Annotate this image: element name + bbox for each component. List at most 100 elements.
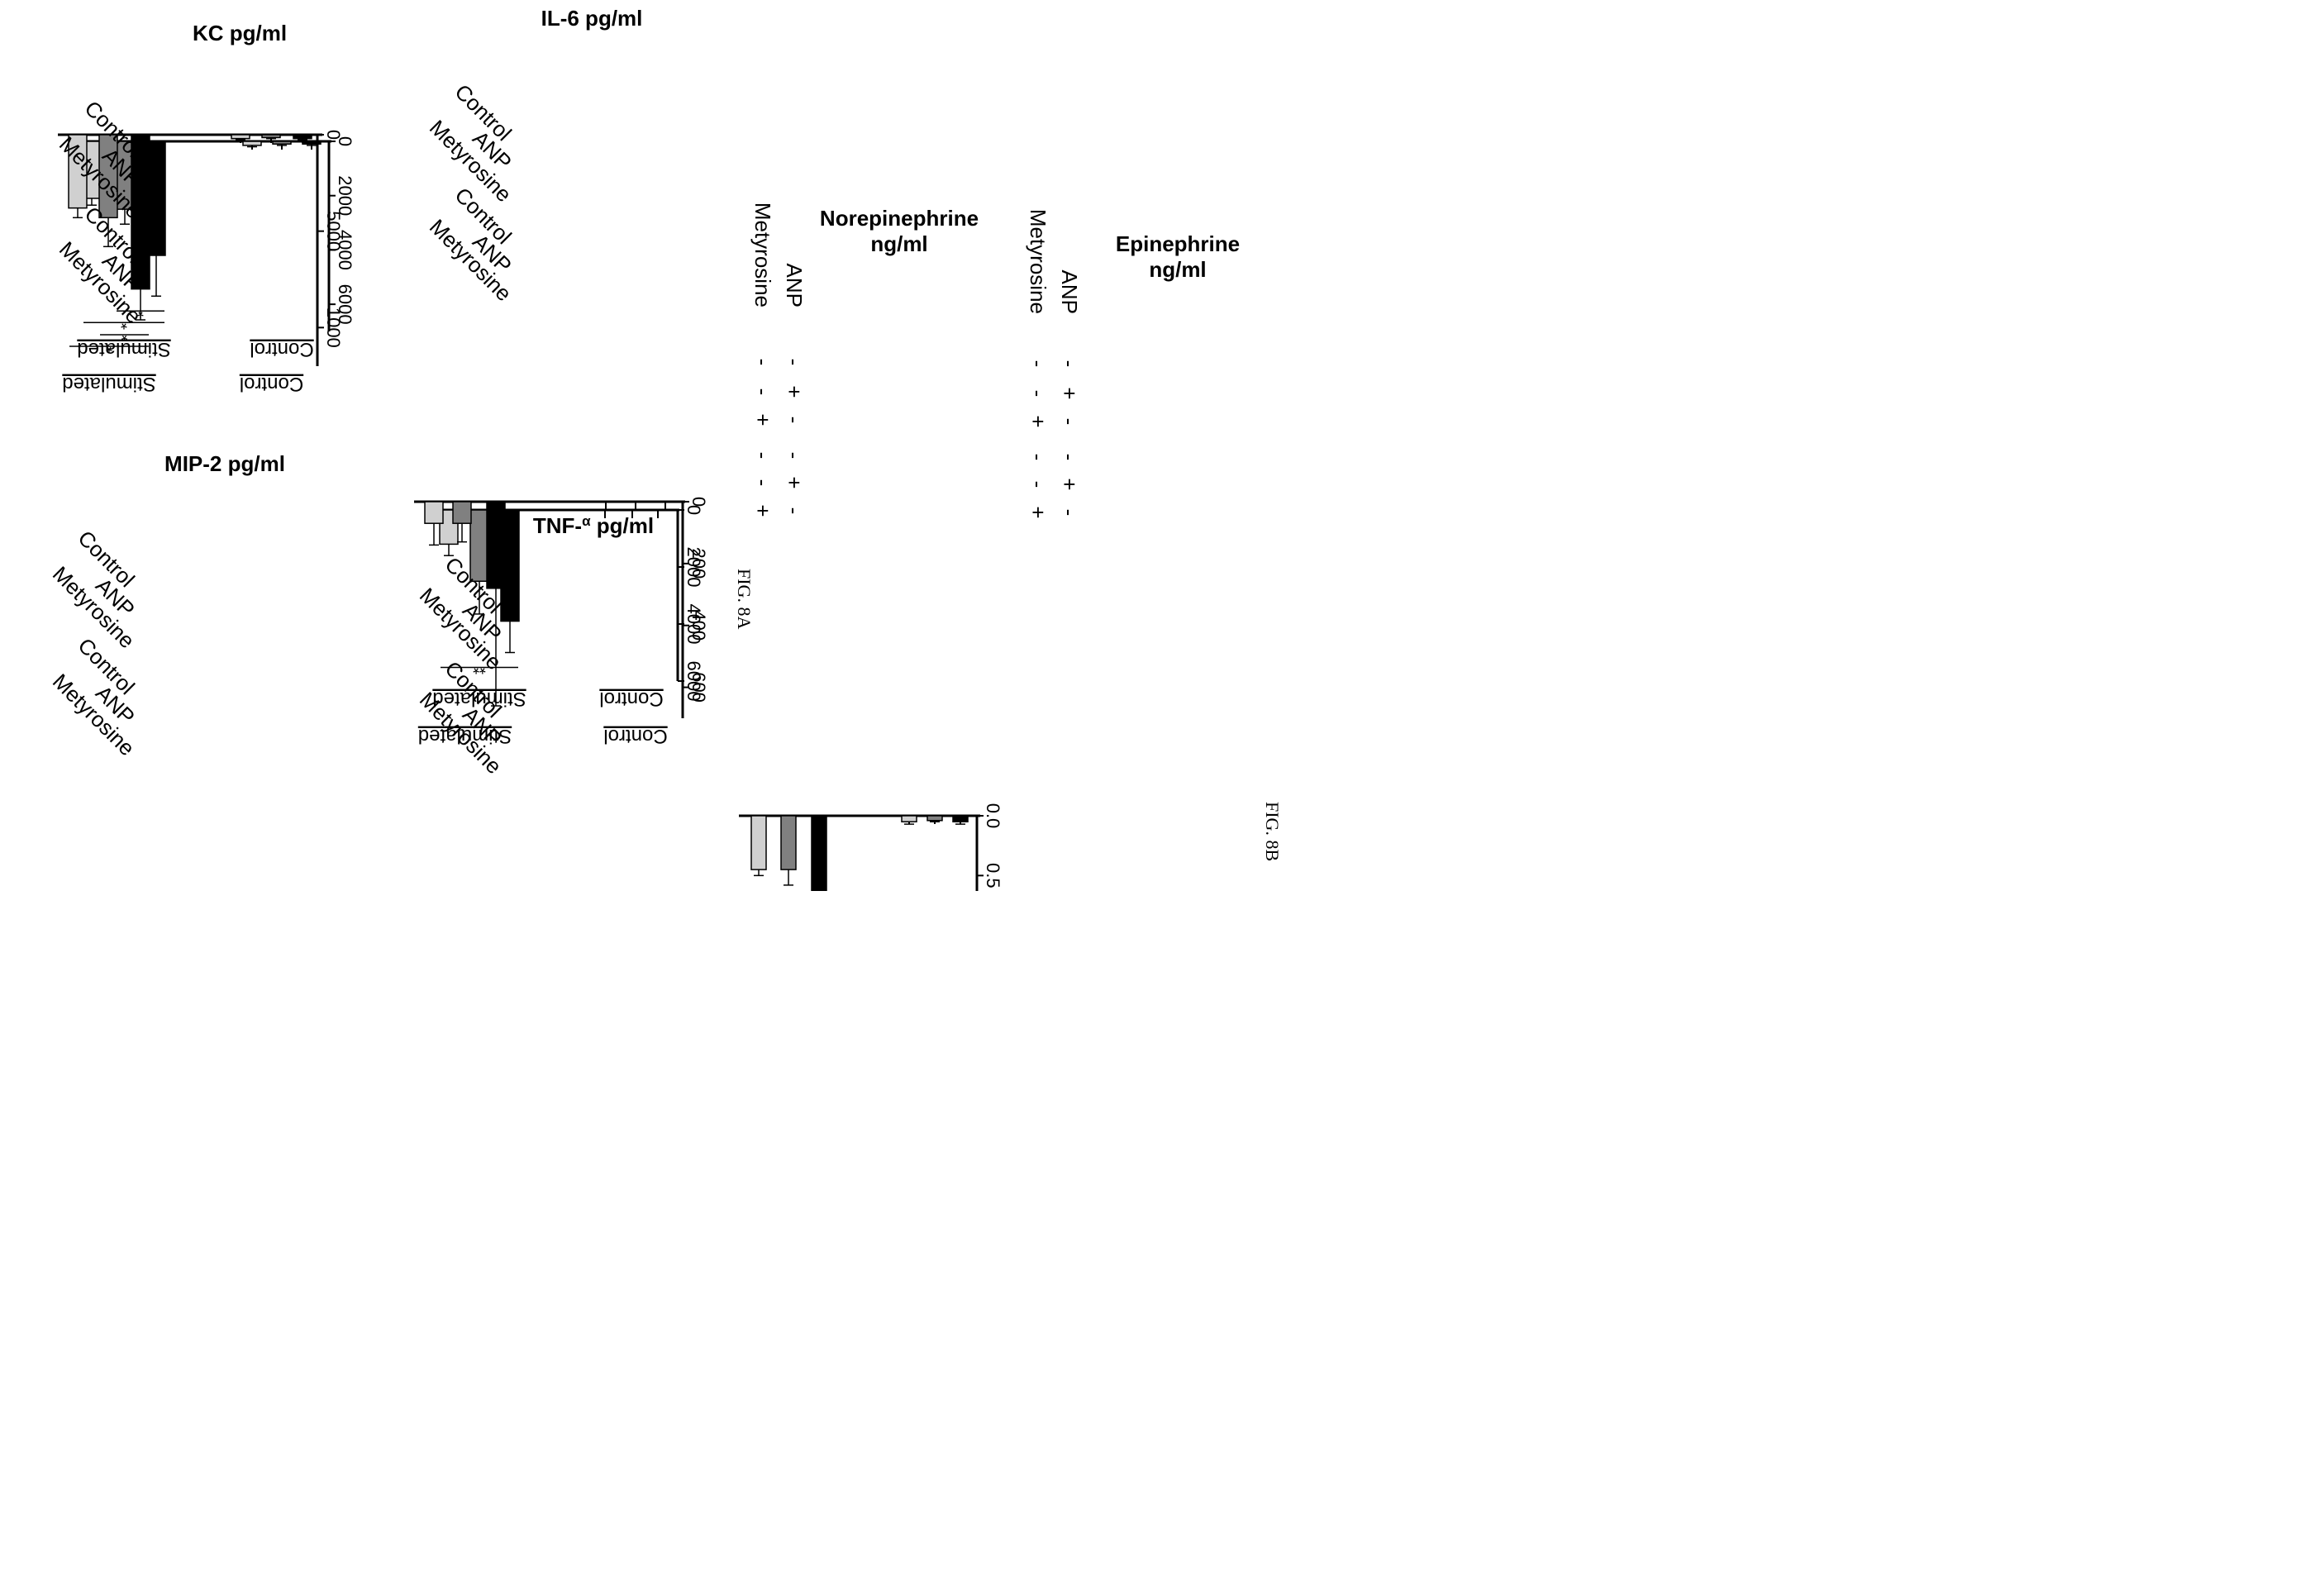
- bar-mip2-5: [68, 134, 88, 209]
- value-tick-label: 600: [688, 672, 709, 703]
- sign-cell: -: [1026, 390, 1050, 398]
- value-tick-label: 0: [688, 497, 709, 507]
- bar-tnf-3: [486, 501, 506, 589]
- sign-cell: -: [1026, 481, 1050, 488]
- chart-norepinephrine: 0.00.51.01.5ControlStimulated**Norepinep…: [739, 206, 1003, 891]
- chart-norepinephrine-frame: 0.00.51.01.5ControlStimulated**: [739, 803, 1003, 891]
- fig-8a-label: FIG. 8A: [734, 569, 755, 629]
- sign-cell: -: [782, 507, 807, 515]
- group-label-stimulated: Stimulated: [77, 338, 170, 360]
- chart-il6-frame: 0 2000 4000 6000 Control Stimulated **: [429, 505, 704, 710]
- significance-mark: *: [106, 337, 112, 355]
- bar-kc-1: [272, 141, 292, 145]
- sign-cell: -: [782, 452, 807, 460]
- value-tick-label: 0: [684, 505, 704, 515]
- sign-cell: +: [750, 504, 775, 517]
- sign-table-epinephrine: ANP-+--+-Metyrosine--+--+: [1026, 209, 1082, 519]
- sign-cell: -: [1057, 360, 1082, 368]
- bar-kc-2: [242, 141, 262, 146]
- sign-row-label: Metyrosine: [750, 202, 775, 307]
- sign-row-label: Metyrosine: [1026, 209, 1050, 314]
- significance-mark: *: [121, 313, 127, 331]
- sign-cell: -: [782, 417, 807, 424]
- group-label-stimulated: Stimulated: [62, 373, 155, 395]
- chart-title-line: IL-6 pg/ml: [541, 6, 643, 31]
- value-tick-label: 5000: [323, 211, 344, 251]
- sign-cell: +: [1057, 478, 1082, 490]
- chart-title-mip2: MIP-2 pg/ml: [164, 451, 285, 476]
- significance-mark: **: [473, 659, 486, 677]
- bar-tnf-5: [424, 501, 444, 524]
- chart-title-il6: IL-6 pg/ml: [541, 6, 643, 31]
- sign-cell: -: [750, 388, 775, 396]
- chart-title-line: MIP-2 pg/ml: [164, 451, 285, 476]
- value-tick-label: 1000: [323, 307, 344, 348]
- sign-cell: -: [750, 452, 775, 460]
- chart-title-line: Norepinephrine: [820, 206, 979, 231]
- significance-mark: *: [121, 326, 127, 344]
- sign-row-label: ANP: [1057, 270, 1082, 314]
- value-tick-label: 4000: [684, 604, 704, 645]
- chart-tnf-frame: 0 200 400 600 Control Stimulated: [414, 497, 709, 747]
- value-tick-label: 0.0: [983, 803, 1003, 829]
- chart-title-line: TNF-α pg/ml: [533, 513, 654, 539]
- group-label-control: Control: [240, 373, 303, 395]
- bar-mip2-1: [261, 134, 281, 139]
- sign-cell: +: [750, 413, 775, 426]
- sign-cell: -: [1057, 418, 1082, 426]
- sign-cell: -: [1057, 454, 1082, 461]
- chart-tnf: 0 200 400 600 Control Stimulated TNF-α pg/ml: [414, 497, 709, 747]
- sign-cell: -: [1057, 509, 1082, 517]
- sign-row-label: ANP: [782, 264, 807, 307]
- bar-tnf-4: [452, 501, 472, 524]
- bar-norepinephrine-1: [926, 815, 943, 822]
- figure-8: 0246ControlStimulated****Epinephrineng/m…: [48, 6, 1283, 891]
- group-label-stimulated: Stimulated: [432, 688, 526, 710]
- group-label-control: Control: [250, 338, 313, 360]
- bar-norepinephrine-0: [952, 815, 969, 822]
- chart-epinephrine: 0246ControlStimulated****Epinephrineng/m…: [1116, 231, 1240, 282]
- chart-title-line: ng/ml: [1149, 257, 1206, 282]
- value-tick-label: 6000: [684, 661, 704, 702]
- value-tick-label: 400: [688, 610, 709, 641]
- sign-cell: +: [782, 476, 807, 488]
- sign-cell: -: [782, 359, 807, 366]
- value-tick-label: 4000: [335, 230, 355, 270]
- group-label-control: Control: [603, 725, 667, 747]
- group-label-control: Control: [599, 688, 663, 710]
- sign-cell: -: [1026, 454, 1050, 461]
- value-tick-label: 6000: [335, 284, 355, 325]
- bar-norepinephrine-2: [901, 815, 917, 822]
- value-tick-label: 0: [335, 136, 355, 146]
- chart-title-line: KC pg/ml: [193, 21, 287, 45]
- chart-title-line: Epinephrine: [1116, 231, 1240, 256]
- value-tick-label: 0.5: [983, 863, 1003, 889]
- bar-norepinephrine-4: [780, 815, 797, 870]
- value-tick-label: 0: [323, 130, 344, 140]
- chart-title-line: ng/ml: [870, 231, 927, 256]
- value-tick-label: 2000: [684, 547, 704, 588]
- sign-cell: +: [1026, 415, 1050, 427]
- sign-cell: -: [1026, 360, 1050, 368]
- sign-cell: +: [1026, 506, 1050, 518]
- fig-8b-label: FIG. 8B: [1262, 802, 1283, 861]
- figure-panels: 0246ControlStimulated****Epinephrineng/m…: [48, 6, 1240, 891]
- sign-cell: -: [750, 359, 775, 366]
- chart-il6: 0 2000 4000 6000 Control Stimulated ** IL-6 pg/…: [429, 6, 704, 710]
- bar-mip2-2: [231, 134, 250, 140]
- chart-title-tnf: TNF-α pg/ml: [533, 513, 654, 539]
- sign-cell: +: [1057, 387, 1082, 399]
- bar-mip2-0: [293, 134, 312, 140]
- sign-cell: -: [750, 479, 775, 487]
- bar-norepinephrine-5: [750, 815, 767, 870]
- sign-cell: +: [782, 385, 807, 398]
- value-tick-label: 200: [688, 548, 709, 579]
- chart-title-kc: KC pg/ml: [193, 21, 287, 45]
